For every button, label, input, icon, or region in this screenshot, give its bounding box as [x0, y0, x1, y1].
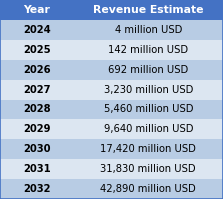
Text: 2026: 2026	[23, 65, 51, 75]
Text: 2031: 2031	[23, 164, 51, 174]
Text: 5,460 million USD: 5,460 million USD	[103, 104, 193, 114]
FancyBboxPatch shape	[0, 0, 74, 20]
Text: 9,640 million USD: 9,640 million USD	[103, 124, 193, 134]
FancyBboxPatch shape	[74, 0, 223, 20]
FancyBboxPatch shape	[0, 139, 74, 159]
FancyBboxPatch shape	[74, 80, 223, 100]
Text: Revenue Estimate: Revenue Estimate	[93, 5, 204, 15]
FancyBboxPatch shape	[0, 179, 74, 199]
FancyBboxPatch shape	[74, 139, 223, 159]
FancyBboxPatch shape	[74, 100, 223, 119]
Text: 2030: 2030	[23, 144, 51, 154]
Text: 4 million USD: 4 million USD	[115, 25, 182, 35]
Text: 2032: 2032	[23, 184, 51, 194]
FancyBboxPatch shape	[0, 119, 74, 139]
FancyBboxPatch shape	[0, 80, 74, 100]
FancyBboxPatch shape	[74, 60, 223, 80]
Text: 42,890 million USD: 42,890 million USD	[100, 184, 196, 194]
FancyBboxPatch shape	[0, 40, 74, 60]
FancyBboxPatch shape	[74, 40, 223, 60]
Text: 17,420 million USD: 17,420 million USD	[100, 144, 196, 154]
Text: Year: Year	[23, 5, 50, 15]
Text: 2027: 2027	[23, 85, 51, 95]
Text: 2025: 2025	[23, 45, 51, 55]
FancyBboxPatch shape	[74, 20, 223, 40]
Text: 142 million USD: 142 million USD	[108, 45, 188, 55]
Text: 692 million USD: 692 million USD	[108, 65, 188, 75]
Text: 3,230 million USD: 3,230 million USD	[104, 85, 193, 95]
FancyBboxPatch shape	[0, 20, 74, 40]
Text: 2024: 2024	[23, 25, 51, 35]
FancyBboxPatch shape	[74, 179, 223, 199]
FancyBboxPatch shape	[0, 60, 74, 80]
FancyBboxPatch shape	[74, 119, 223, 139]
FancyBboxPatch shape	[0, 159, 74, 179]
FancyBboxPatch shape	[0, 100, 74, 119]
Text: 2028: 2028	[23, 104, 51, 114]
Text: 31,830 million USD: 31,830 million USD	[101, 164, 196, 174]
Text: 2029: 2029	[23, 124, 51, 134]
FancyBboxPatch shape	[74, 159, 223, 179]
